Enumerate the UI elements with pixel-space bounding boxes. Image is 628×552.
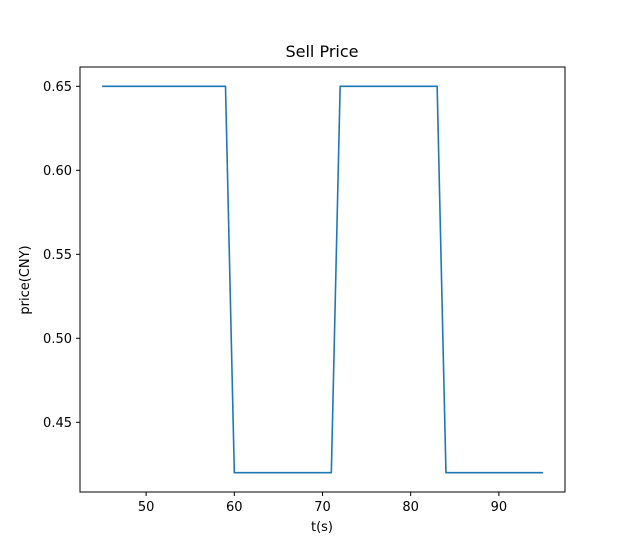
sell-price-line [102,85,543,474]
y-tick-label: 0.50 [43,332,72,347]
x-tick-label: 60 [226,500,243,515]
x-tick-label: 80 [402,500,419,515]
x-tick-label: 70 [314,500,331,515]
y-tick-label: 0.65 [43,80,72,95]
y-axis-ticks: 0.45 0.50 0.55 0.60 0.65 [43,80,80,431]
y-tick-label: 0.45 [43,416,72,431]
chart-title: Sell Price [285,42,358,61]
y-axis-label: price(CNY) [18,245,33,314]
y-tick-label: 0.55 [43,248,72,263]
x-tick-label: 90 [491,500,508,515]
x-axis-ticks: 50 60 70 80 90 [138,492,507,515]
x-axis-label: t(s) [311,520,333,535]
y-tick-label: 0.60 [43,164,72,179]
plot-area-frame [79,66,566,493]
x-tick-label: 50 [138,500,155,515]
